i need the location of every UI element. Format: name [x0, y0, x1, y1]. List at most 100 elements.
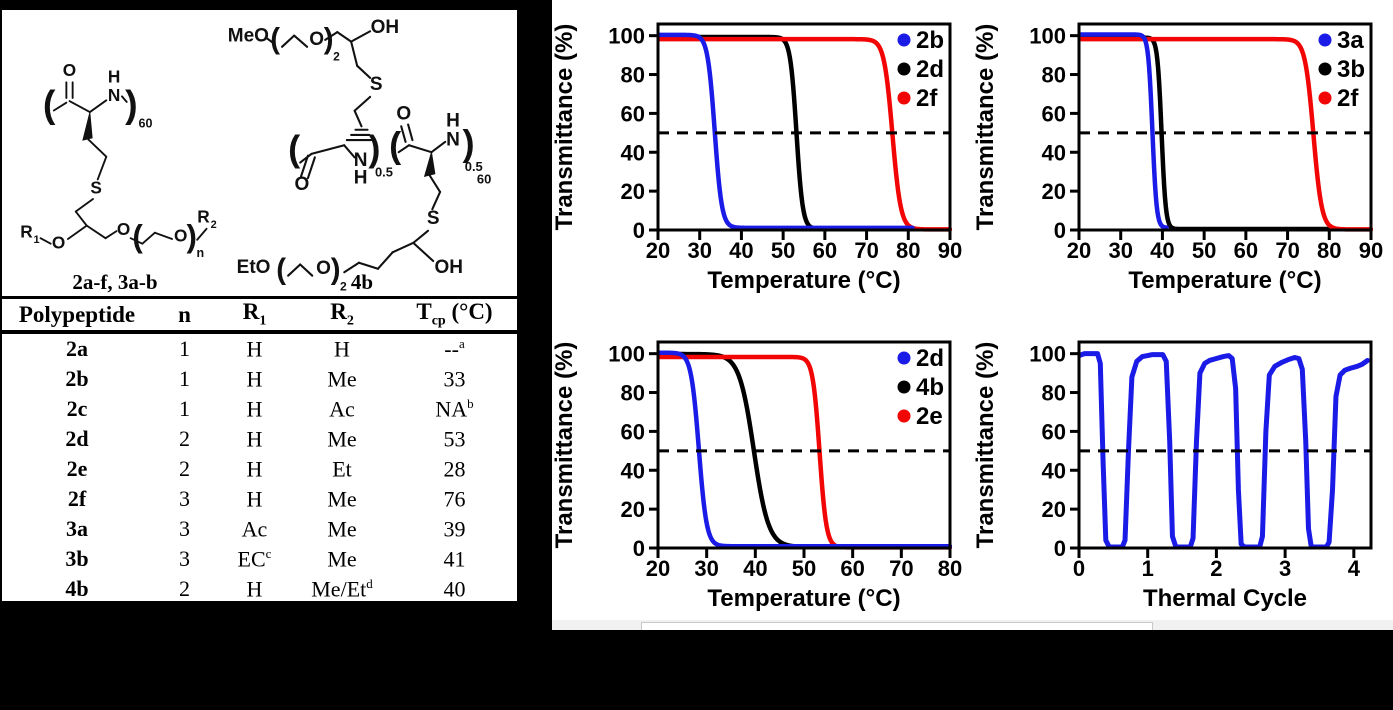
bond: [39, 237, 52, 245]
atom-label: (: [132, 219, 143, 254]
cell-n: 2: [179, 576, 190, 601]
x-tick-label: 30: [694, 556, 718, 581]
x-axis-title: Temperature (°C): [707, 585, 900, 612]
atom-label: S: [90, 178, 102, 198]
structure-a-caption: 2a-f, 3a-b: [72, 270, 158, 294]
atom-label: ): [186, 219, 196, 254]
x-tick-label: 2: [1210, 556, 1222, 581]
table-row-2f: 2f 3 H Me 76: [2, 484, 517, 514]
bond: [52, 101, 68, 112]
cell-n: 1: [179, 366, 190, 391]
atom-label: S: [427, 208, 440, 229]
legend-label-4b: 4b: [916, 374, 944, 401]
cell-n: 1: [179, 396, 190, 421]
chart-turbidity-2b-2d-2f: 20 30 40 50 60 70 80 90020406080100Temperature …: [552, 22, 962, 294]
x-tick-label: 90: [938, 238, 962, 263]
x-axis-title: Temperature (°C): [1128, 267, 1321, 294]
cell-r1: H: [246, 576, 263, 601]
atom-label: (: [270, 23, 280, 56]
x-tick-label: 20: [646, 238, 670, 263]
bond: [85, 224, 107, 240]
cell-n: 1: [179, 336, 190, 361]
wedge-bond: [423, 152, 436, 177]
atom-label: n: [196, 246, 204, 260]
bond: [74, 210, 88, 227]
legend-dot-2e: [897, 409, 911, 423]
y-tick-label: 40: [621, 140, 645, 165]
cell-r1: Ac: [241, 516, 268, 542]
atom-label: ): [324, 23, 334, 56]
atom-label: EtO: [237, 257, 271, 278]
bond: [324, 31, 339, 41]
atom-label: S: [370, 74, 383, 95]
cell-n: 3: [179, 516, 190, 541]
table-row-2c: 2c 1 H Ac NAb: [2, 394, 517, 424]
y-tick-label: 0: [633, 218, 645, 243]
col-header-r2: R2: [330, 299, 354, 329]
y-tick-label: 60: [621, 419, 645, 444]
legend-label-2f: 2f: [1337, 85, 1359, 112]
scheme-and-table-panel: O H N() 60 S R 1 O O(O) n R 2 MeO(O) 2 OH S(O N H) 0.5(O H…: [2, 10, 517, 601]
cell-r2: Me: [327, 426, 357, 452]
bond: [356, 64, 372, 79]
atom-label: (: [276, 253, 286, 286]
cell-name: 2e: [66, 456, 88, 481]
cell-name: 2a: [66, 336, 88, 361]
bond: [87, 138, 108, 158]
cell-r1: H: [246, 486, 263, 512]
atom-label: ): [331, 253, 341, 286]
series-group: [657, 32, 952, 232]
x-tick-label: 80: [896, 238, 920, 263]
col-header-tcp: Tcp (°C): [416, 299, 493, 329]
table-row-2e: 2e 2 H Et 28: [2, 454, 517, 484]
plot-border: [1077, 22, 1373, 232]
bond: [129, 237, 144, 245]
series-2f-line: [1078, 36, 1373, 232]
atom-label: ): [125, 83, 138, 125]
bond: [293, 34, 309, 48]
bond: [88, 99, 108, 114]
plot-border: [1077, 340, 1373, 550]
x-tick-label: 60: [813, 238, 837, 263]
wedge-bond: [82, 111, 93, 141]
y-tick-label: 80: [1042, 63, 1066, 88]
legend-dot-2f: [1318, 91, 1332, 105]
x-tick-label: 50: [792, 556, 816, 581]
bond: [299, 152, 313, 164]
atom-label: R: [20, 221, 33, 241]
chart-turbidity-3a-3b-2f: 20 30 40 50 60 70 80 90020406080100Temperature …: [973, 22, 1383, 294]
cell-tcp: --a: [444, 335, 465, 362]
bond: [310, 144, 346, 155]
cell-r1: H: [246, 366, 263, 392]
x-tick-label: 20: [1067, 238, 1091, 263]
y-tick-label: 40: [1042, 458, 1066, 483]
atom-label: N: [354, 150, 368, 171]
y-axis-title: Transmittance (%): [552, 342, 578, 549]
cell-r2: Me: [327, 546, 357, 572]
legend-dot-2b: [897, 33, 911, 47]
x-tick-label: 50: [1192, 238, 1216, 263]
x-tick-label: 30: [687, 238, 711, 263]
atom-label: 2: [211, 219, 217, 231]
cell-r1: H: [246, 426, 263, 452]
bond: [96, 155, 108, 181]
x-tick-label: 20: [646, 556, 670, 581]
legend-dot-3a: [1318, 33, 1332, 47]
y-axis-title: Transmittance (%): [552, 24, 578, 231]
x-tick-label: 3: [1279, 556, 1291, 581]
legend-dot-2d: [897, 351, 911, 365]
bond: [300, 154, 309, 178]
y-tick-label: 20: [1042, 179, 1066, 204]
bond: [407, 144, 433, 154]
col-header-polypeptide: Polypeptide: [18, 301, 136, 327]
x-tick-label: 40: [743, 556, 767, 581]
cell-name: 2c: [66, 396, 88, 421]
bond: [350, 30, 372, 43]
bond: [376, 251, 394, 270]
atom-label: O: [396, 103, 411, 124]
cell-name: 2d: [65, 426, 89, 451]
y-tick-label: 0: [1054, 218, 1066, 243]
y-tick-label: 60: [1042, 101, 1066, 126]
